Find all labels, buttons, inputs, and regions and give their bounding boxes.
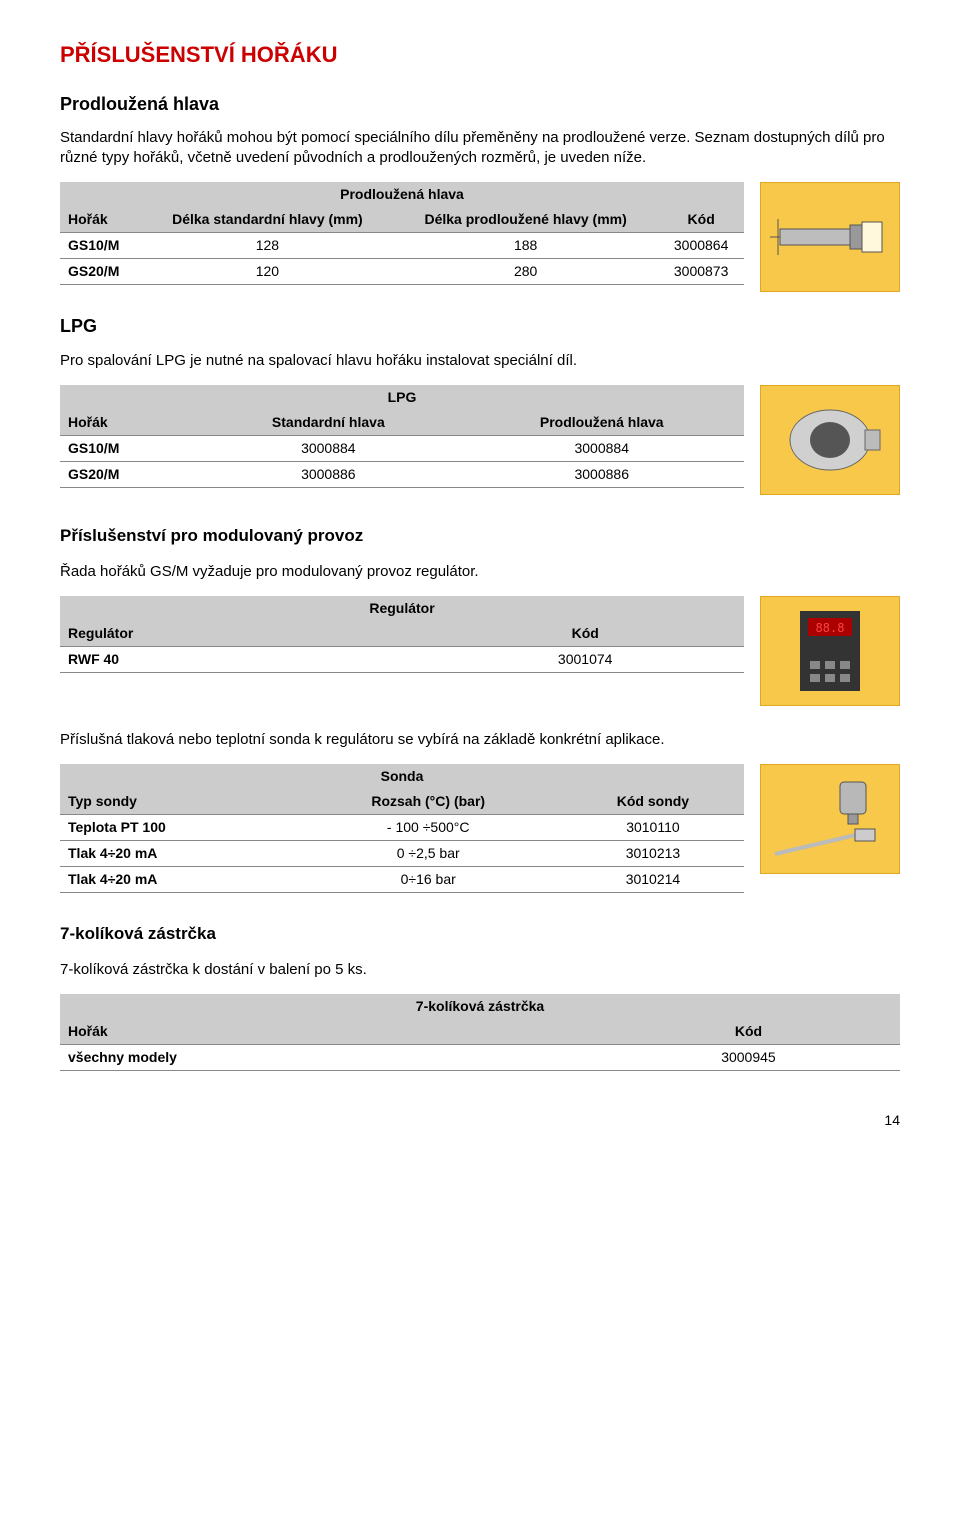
cell: GS20/M bbox=[60, 461, 197, 487]
section-heading-modulovany: Příslušenství pro modulovaný provoz bbox=[60, 525, 900, 548]
regulator-device-icon: 88.8 bbox=[760, 596, 900, 706]
col-header: Kód sondy bbox=[562, 789, 744, 814]
cell: 280 bbox=[393, 259, 658, 285]
cell: Teplota PT 100 bbox=[60, 815, 295, 841]
cell: RWF 40 bbox=[60, 647, 426, 673]
table-title: Regulátor bbox=[60, 596, 744, 621]
col-header: Kód bbox=[597, 1019, 900, 1044]
table-zastrcka: 7-kolíková zástrčka Hořák Kód všechny mo… bbox=[60, 994, 900, 1071]
table-regulator: Regulátor Regulátor Kód RWF 40 3001074 bbox=[60, 596, 744, 673]
table-title: Sonda bbox=[60, 764, 744, 789]
cell: 3010214 bbox=[562, 867, 744, 893]
table-prodlouzena: Prodloužená hlava Hořák Délka standardní… bbox=[60, 182, 744, 285]
table-row: GS20/M 3000886 3000886 bbox=[60, 461, 744, 487]
col-header: Regulátor bbox=[60, 621, 426, 646]
col-header: Kód bbox=[658, 207, 744, 232]
col-header: Prodloužená hlava bbox=[459, 410, 744, 435]
table-sonda: Sonda Typ sondy Rozsah (°C) (bar) Kód so… bbox=[60, 764, 744, 892]
col-header: Hořák bbox=[60, 410, 197, 435]
cell: 3000886 bbox=[459, 461, 744, 487]
cell: GS10/M bbox=[60, 435, 197, 461]
col-header: Kód bbox=[426, 621, 744, 646]
table-row: GS10/M 128 188 3000864 bbox=[60, 233, 744, 259]
cell: 3000873 bbox=[658, 259, 744, 285]
cell: - 100 ÷500°C bbox=[295, 815, 562, 841]
cell: 3000884 bbox=[459, 435, 744, 461]
col-header: Typ sondy bbox=[60, 789, 295, 814]
svg-text:88.8: 88.8 bbox=[816, 621, 845, 635]
paragraph-sonda: Příslušná tlaková nebo teplotní sonda k … bbox=[60, 730, 900, 750]
cell: GS20/M bbox=[60, 259, 142, 285]
table-lpg: LPG Hořák Standardní hlava Prodloužená h… bbox=[60, 385, 744, 488]
cell: 3000886 bbox=[197, 461, 459, 487]
cell: 0÷16 bar bbox=[295, 867, 562, 893]
cell: 3000884 bbox=[197, 435, 459, 461]
cell: 120 bbox=[142, 259, 393, 285]
page-title: PŘÍSLUŠENSTVÍ HOŘÁKU bbox=[60, 40, 900, 70]
section-heading-prodlouzena: Prodloužená hlava bbox=[60, 92, 900, 116]
cell: 3010110 bbox=[562, 815, 744, 841]
paragraph-zastrcka: 7-kolíková zástrčka k dostání v balení p… bbox=[60, 960, 900, 980]
col-header: Délka prodloužené hlavy (mm) bbox=[393, 207, 658, 232]
cell: 3001074 bbox=[426, 647, 744, 673]
table-title: 7-kolíková zástrčka bbox=[60, 994, 900, 1019]
page-number: 14 bbox=[60, 1111, 900, 1130]
table-title: LPG bbox=[60, 385, 744, 410]
col-header: Hořák bbox=[60, 207, 142, 232]
cell: 3010213 bbox=[562, 841, 744, 867]
table-row: Teplota PT 100 - 100 ÷500°C 3010110 bbox=[60, 815, 744, 841]
paragraph-lpg: Pro spalování LPG je nutné na spalovací … bbox=[60, 351, 900, 371]
cell: všechny modely bbox=[60, 1044, 597, 1070]
table-row: Tlak 4÷20 mA 0÷16 bar 3010214 bbox=[60, 867, 744, 893]
cell: 128 bbox=[142, 233, 393, 259]
cell: 3000864 bbox=[658, 233, 744, 259]
cell: GS10/M bbox=[60, 233, 142, 259]
cell: 0 ÷2,5 bar bbox=[295, 841, 562, 867]
cell: Tlak 4÷20 mA bbox=[60, 867, 295, 893]
paragraph-modulovany: Řada hořáků GS/M vyžaduje pro modulovaný… bbox=[60, 562, 900, 582]
table-row: GS10/M 3000884 3000884 bbox=[60, 435, 744, 461]
cell: 3000945 bbox=[597, 1044, 900, 1070]
col-header: Hořák bbox=[60, 1019, 597, 1044]
table-row: RWF 40 3001074 bbox=[60, 647, 744, 673]
table-row: GS20/M 120 280 3000873 bbox=[60, 259, 744, 285]
lpg-head-icon bbox=[760, 385, 900, 495]
burner-head-diagram-icon bbox=[760, 182, 900, 292]
table-title: Prodloužená hlava bbox=[60, 182, 744, 207]
col-header: Délka standardní hlavy (mm) bbox=[142, 207, 393, 232]
table-row: všechny modely 3000945 bbox=[60, 1044, 900, 1070]
table-row: Tlak 4÷20 mA 0 ÷2,5 bar 3010213 bbox=[60, 841, 744, 867]
section-heading-zastrcka: 7-kolíková zástrčka bbox=[60, 923, 900, 946]
col-header: Rozsah (°C) (bar) bbox=[295, 789, 562, 814]
probe-sensor-icon bbox=[760, 764, 900, 874]
col-header: Standardní hlava bbox=[197, 410, 459, 435]
paragraph-prodlouzena: Standardní hlavy hořáků mohou být pomocí… bbox=[60, 128, 900, 169]
cell: Tlak 4÷20 mA bbox=[60, 841, 295, 867]
cell: 188 bbox=[393, 233, 658, 259]
section-heading-lpg: LPG bbox=[60, 314, 900, 338]
